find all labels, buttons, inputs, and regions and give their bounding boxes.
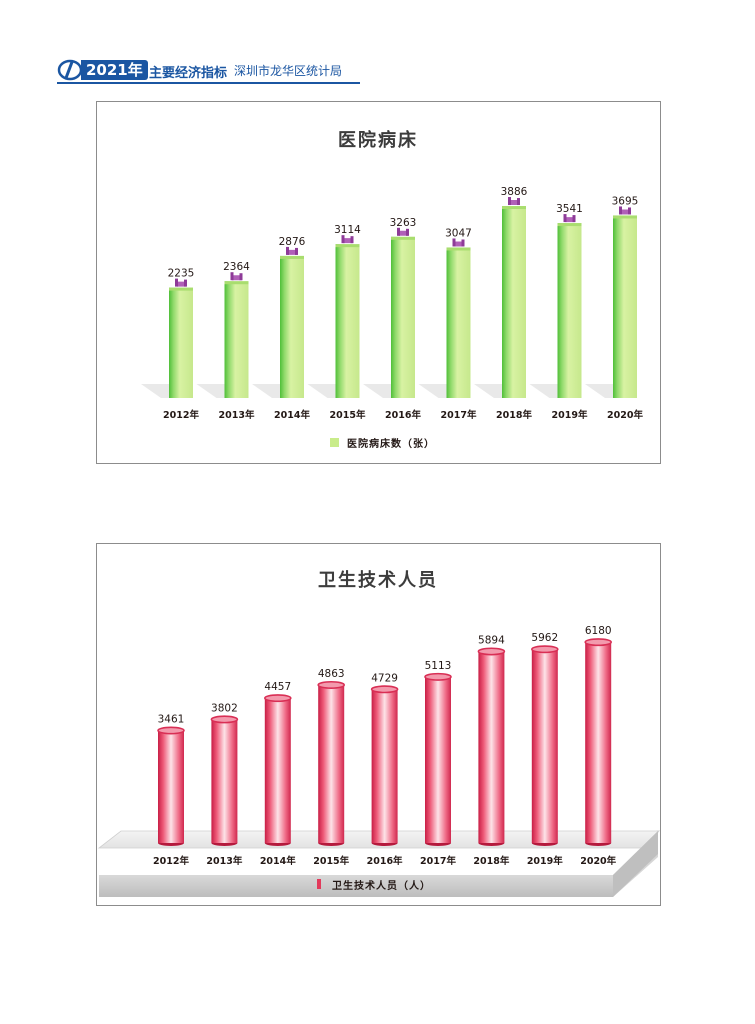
data-label: 2235	[168, 268, 195, 280]
x-tick-label: 2020年	[607, 409, 643, 421]
bar	[157, 726, 185, 846]
data-label: 3695	[612, 195, 639, 207]
bar	[224, 281, 249, 398]
x-tick-label: 2019年	[552, 409, 588, 421]
bar	[370, 685, 399, 846]
data-label: 4457	[264, 681, 291, 693]
legend-swatch	[330, 438, 339, 447]
data-label: 2364	[223, 261, 250, 273]
x-tick-label: 2018年	[496, 409, 532, 421]
hospital-bed-icon	[397, 227, 409, 236]
x-tick-label: 2017年	[420, 855, 456, 867]
bar	[502, 206, 526, 398]
bar-top	[280, 255, 304, 259]
header-title: 主要经济指标	[149, 66, 228, 81]
bar	[613, 215, 637, 398]
bar-top	[224, 281, 249, 285]
x-tick-label: 2013年	[219, 409, 255, 421]
bar-top	[557, 223, 582, 227]
x-tick-label: 2014年	[274, 409, 310, 421]
data-label: 3886	[501, 186, 528, 198]
health-technicians-chart-panel: 卫生技术人员 3461 3802 4457 4863 4729 5113 5894 5962 6…	[96, 543, 661, 906]
bar	[335, 244, 360, 398]
page-header: 2021年 主要经济指标 深圳市龙华区统计局	[57, 58, 360, 84]
hospital-bed-icon	[619, 206, 631, 215]
chart-title: 卫生技术人员	[318, 569, 438, 591]
bar	[264, 694, 292, 846]
header-rule	[57, 82, 360, 84]
logo-icon	[57, 59, 83, 81]
x-tick-label: 2015年	[330, 409, 366, 421]
x-tick-label: 2015年	[313, 855, 349, 867]
bar-top	[169, 287, 193, 291]
x-tick-label: 2018年	[473, 855, 509, 867]
x-tick-label: 2016年	[367, 855, 403, 867]
bar-top	[446, 247, 471, 251]
hospital-bed-icon	[230, 272, 243, 281]
header-org: 深圳市龙华区统计局	[234, 64, 343, 78]
data-label: 4863	[318, 668, 345, 680]
bar	[280, 255, 304, 398]
hospital-bed-icon	[508, 197, 520, 206]
legend-label: 卫生技术人员（人）	[332, 879, 431, 892]
data-label: 3047	[445, 227, 472, 239]
legend-swatch	[317, 879, 321, 889]
legend: 卫生技术人员（人）	[317, 879, 431, 892]
x-tick-label: 2012年	[163, 409, 199, 421]
bar	[317, 680, 345, 846]
header-year: 2021年	[81, 60, 148, 80]
bar	[391, 236, 415, 398]
data-label: 3802	[211, 702, 238, 714]
bar-top	[502, 206, 526, 210]
legend: 医院病床数（张）	[330, 437, 435, 450]
data-label: 3263	[390, 217, 417, 229]
data-label: 5113	[425, 660, 452, 672]
data-label: 3114	[334, 224, 361, 236]
bar	[557, 223, 582, 398]
hospital-bed-icon	[175, 278, 187, 287]
bar-top	[335, 244, 360, 248]
x-tick-label: 2017年	[441, 409, 477, 421]
health-technicians-chart: 卫生技术人员 3461 3802 4457 4863 4729 5113 5894 5962 6…	[97, 569, 660, 897]
chart-title: 医院病床	[338, 129, 418, 151]
hospital-bed-icon	[563, 214, 576, 223]
bar	[424, 672, 452, 846]
x-tick-label: 2020年	[580, 855, 616, 867]
hospital-bed-icon	[286, 246, 298, 255]
data-label: 6180	[585, 625, 612, 637]
bar	[530, 645, 559, 846]
data-label: 3541	[556, 203, 583, 215]
bar	[210, 715, 239, 846]
data-label: 5894	[478, 634, 505, 646]
x-tick-label: 2019年	[527, 855, 563, 867]
hospital-beds-chart-panel: 医院病床 2235 2364 2876 3114 3263 3047 3886 3541 369…	[96, 101, 661, 464]
bar	[446, 247, 471, 398]
bar	[477, 647, 506, 846]
x-tick-label: 2016年	[385, 409, 421, 421]
data-label: 4729	[371, 672, 398, 684]
data-label: 2876	[279, 236, 306, 248]
x-tick-label: 2013年	[206, 855, 242, 867]
bar-top	[613, 215, 637, 219]
hospital-bed-icon	[452, 238, 465, 247]
data-label: 3461	[158, 714, 185, 726]
hospital-beds-chart: 医院病床 2235 2364 2876 3114 3263 3047 3886 3541 369…	[141, 129, 643, 450]
bar	[169, 287, 193, 398]
legend-label: 医院病床数（张）	[347, 437, 435, 450]
x-tick-label: 2012年	[153, 855, 189, 867]
data-label: 5962	[531, 632, 558, 644]
hospital-bed-icon	[341, 235, 354, 244]
x-tick-label: 2014年	[260, 855, 296, 867]
bar	[584, 638, 613, 846]
bar-top	[391, 236, 415, 240]
